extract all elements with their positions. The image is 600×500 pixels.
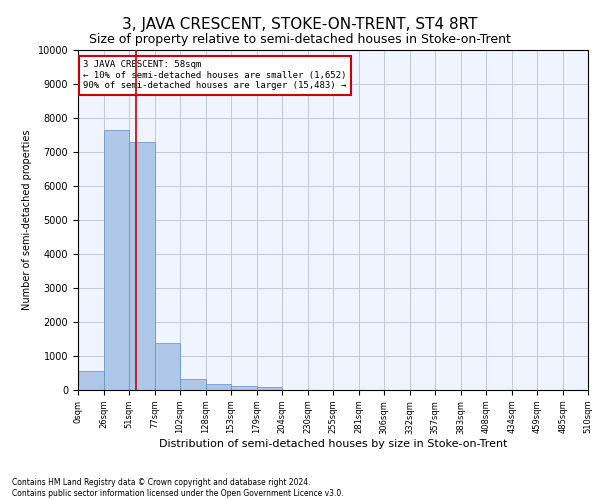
Bar bbox=[206, 384, 231, 390]
Y-axis label: Number of semi-detached properties: Number of semi-detached properties bbox=[22, 130, 32, 310]
Bar bbox=[155, 344, 180, 390]
Bar bbox=[78, 372, 104, 390]
Text: Contains HM Land Registry data © Crown copyright and database right 2024.
Contai: Contains HM Land Registry data © Crown c… bbox=[12, 478, 344, 498]
Bar bbox=[257, 386, 282, 390]
Bar bbox=[104, 130, 129, 390]
Bar bbox=[129, 142, 155, 390]
Bar bbox=[180, 379, 206, 390]
Text: 3, JAVA CRESCENT, STOKE-ON-TRENT, ST4 8RT: 3, JAVA CRESCENT, STOKE-ON-TRENT, ST4 8R… bbox=[122, 18, 478, 32]
Text: Size of property relative to semi-detached houses in Stoke-on-Trent: Size of property relative to semi-detach… bbox=[89, 32, 511, 46]
X-axis label: Distribution of semi-detached houses by size in Stoke-on-Trent: Distribution of semi-detached houses by … bbox=[159, 440, 507, 450]
Bar bbox=[231, 386, 257, 390]
Text: 3 JAVA CRESCENT: 58sqm
← 10% of semi-detached houses are smaller (1,652)
90% of : 3 JAVA CRESCENT: 58sqm ← 10% of semi-det… bbox=[83, 60, 346, 90]
